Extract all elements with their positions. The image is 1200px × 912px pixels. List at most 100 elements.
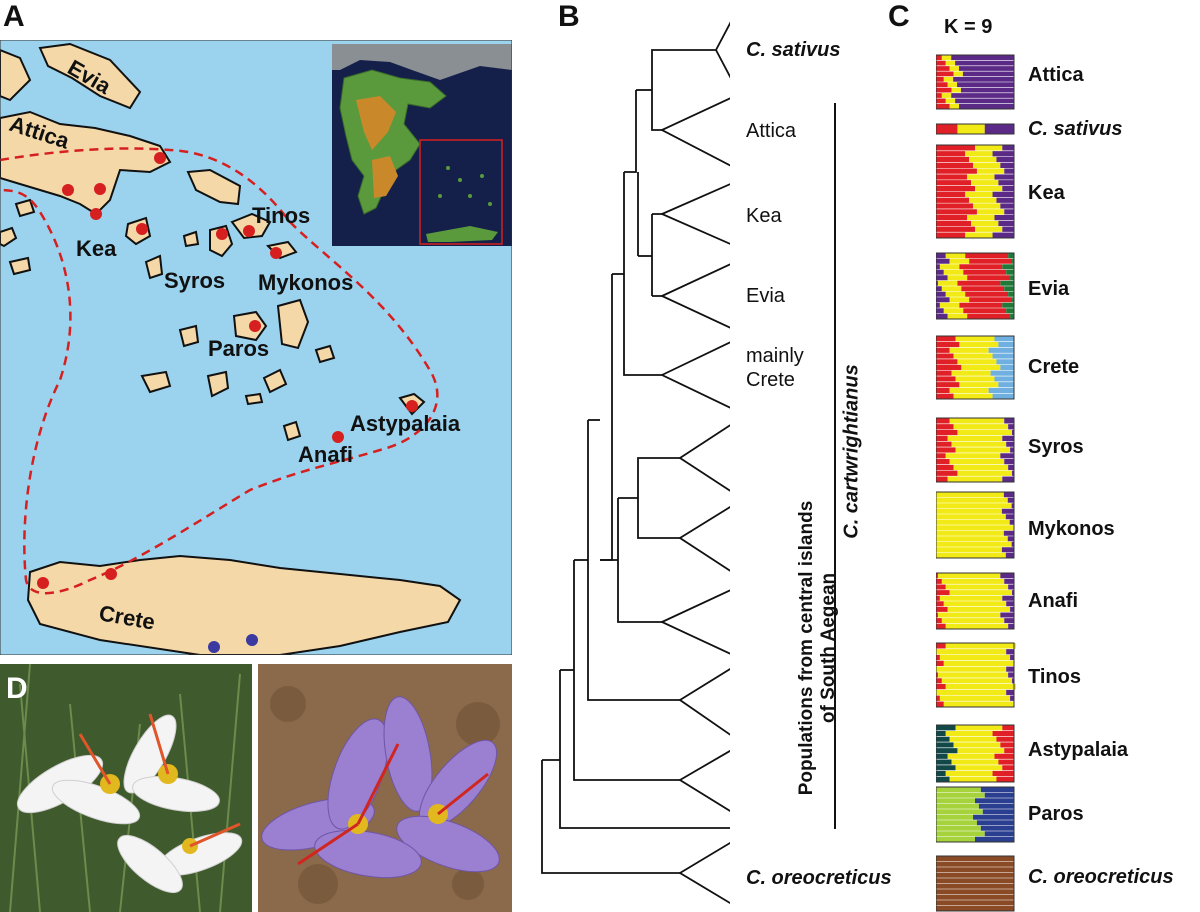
structure-segment [936, 185, 975, 192]
structure-segment [951, 87, 961, 93]
sample-point [406, 400, 418, 412]
structure-segment [939, 695, 1011, 702]
structure-segment [936, 214, 968, 221]
islet [182, 230, 200, 248]
structure-segment [961, 364, 1001, 371]
structure-segment [936, 595, 940, 601]
structure-block [936, 54, 1015, 110]
distribution-range [0, 147, 439, 595]
structure-segment [936, 55, 942, 61]
naxos-island [276, 298, 310, 350]
structure-segment [955, 98, 1014, 104]
structure-segment [936, 358, 958, 365]
structure-label: Crete [1028, 356, 1080, 378]
sample-point [270, 247, 282, 259]
structure-segment [1008, 253, 1014, 259]
structure-block [936, 335, 1015, 400]
structure-segment [949, 418, 1005, 424]
structure-segment [936, 530, 1004, 536]
k-label: K = 9 [944, 16, 993, 38]
structure-block [936, 144, 1015, 239]
structure-segment [936, 606, 948, 613]
structure-segment [955, 60, 1014, 66]
structure-block [936, 123, 1015, 135]
structure-segment [994, 753, 1014, 760]
sample-point [216, 228, 228, 240]
structure-segment [936, 275, 948, 281]
structure-segment [936, 878, 1014, 884]
panel-label-c: C [888, 0, 910, 33]
structure-segment [936, 492, 1004, 498]
sample-point [332, 431, 344, 443]
islet [262, 368, 288, 394]
structure-segment [936, 867, 1014, 873]
structure-segment [1012, 258, 1014, 264]
structure-segment [936, 452, 946, 459]
structure-segment [943, 76, 954, 82]
structure-segment [936, 174, 968, 180]
white-flower-photo [0, 664, 252, 912]
structure-block [936, 572, 1015, 630]
structure-segment [936, 341, 960, 348]
structure-segment [936, 353, 954, 359]
structure-segment [947, 435, 1003, 442]
structure-segment [936, 787, 981, 793]
structure-segment [936, 792, 985, 798]
panel-label-b: B [558, 0, 580, 33]
structure-segment [949, 258, 970, 264]
cartwrightianus-label: C. cartwrightianus [840, 364, 863, 539]
structure-segment [936, 503, 1012, 509]
structure-segment [1004, 286, 1014, 292]
structure-segment [936, 393, 954, 399]
structure-segment [936, 759, 952, 765]
structure-segment [957, 429, 1013, 436]
structure-segment [936, 764, 956, 771]
structure-segment [1002, 725, 1014, 731]
structure-segment [936, 814, 974, 820]
structure-segment [936, 836, 975, 842]
structure-segment [936, 476, 948, 482]
structure-segment [1007, 536, 1014, 542]
structure-segment [1002, 764, 1014, 771]
structure-segment [949, 297, 970, 303]
structure-label: C. sativus [1028, 118, 1123, 140]
tree-label-oreocreticus: C. oreocreticus [746, 867, 892, 889]
oreocreticus-point [246, 634, 258, 646]
crete-island [26, 554, 462, 655]
islet [314, 344, 336, 364]
structure-segment [955, 764, 1003, 771]
structure-segment [943, 308, 964, 314]
evia-island [38, 42, 142, 110]
structure-segment [936, 589, 950, 596]
structure-segment [1008, 623, 1014, 629]
structure-segment [959, 103, 1014, 109]
structure-segment [953, 71, 963, 77]
structure-segment [936, 730, 946, 737]
structure-segment [957, 747, 1005, 754]
structure-segment [936, 103, 950, 109]
structure-segment [943, 701, 1014, 707]
clade-triangle-sativus [714, 21, 730, 79]
clade-triangle-attica [659, 97, 730, 167]
purple-flower-photo [258, 664, 512, 912]
structure-segment [936, 825, 981, 831]
tree-label-kea: Kea [746, 205, 782, 227]
structure-segment [936, 883, 1014, 889]
clade-triangle-evia [659, 263, 730, 329]
structure-label: Syros [1028, 436, 1084, 458]
structure-segment [971, 179, 999, 186]
structure-segment [936, 905, 1014, 911]
phylogenetic-tree [541, 21, 730, 905]
structure-segment [936, 623, 946, 629]
structure-segment [945, 60, 956, 66]
structure-segment [936, 617, 942, 624]
structure-segment [1003, 492, 1014, 498]
sample-point [37, 577, 49, 589]
structure-segment [998, 759, 1014, 765]
structure-segment [945, 730, 993, 737]
structure-segment [1004, 747, 1014, 754]
structure-segment [936, 168, 977, 175]
structure-label: Paros [1028, 803, 1084, 825]
structure-segment [943, 660, 1014, 667]
structure-segment [936, 519, 1010, 525]
